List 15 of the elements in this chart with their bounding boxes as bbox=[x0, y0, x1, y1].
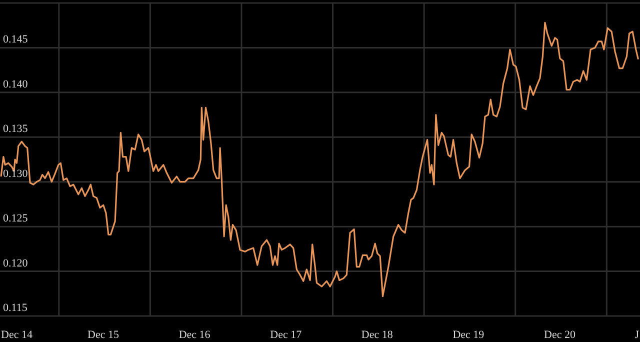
y-tick-label: 0.120 bbox=[3, 257, 28, 270]
y-tick-label: 0.130 bbox=[3, 168, 28, 180]
x-tick-label: Dec 14 bbox=[1, 329, 33, 341]
x-tick-label: Dec 18 bbox=[361, 329, 394, 341]
y-tick-label: 0.135 bbox=[3, 123, 28, 136]
x-tick-label: Dec 17 bbox=[270, 329, 302, 341]
x-tick-label: Dec 16 bbox=[178, 329, 211, 341]
y-tick-label: 0.125 bbox=[3, 212, 28, 225]
y-tick-label: 0.145 bbox=[3, 34, 28, 46]
x-tick-label: Dec 15 bbox=[88, 329, 120, 341]
x-tick-label: Dec 20 bbox=[544, 329, 576, 341]
y-tick-label: 0.115 bbox=[3, 302, 28, 314]
x-tick-label: J bbox=[634, 329, 640, 341]
x-tick-label: Dec 19 bbox=[452, 329, 485, 341]
y-tick-label: 0.140 bbox=[3, 78, 28, 90]
